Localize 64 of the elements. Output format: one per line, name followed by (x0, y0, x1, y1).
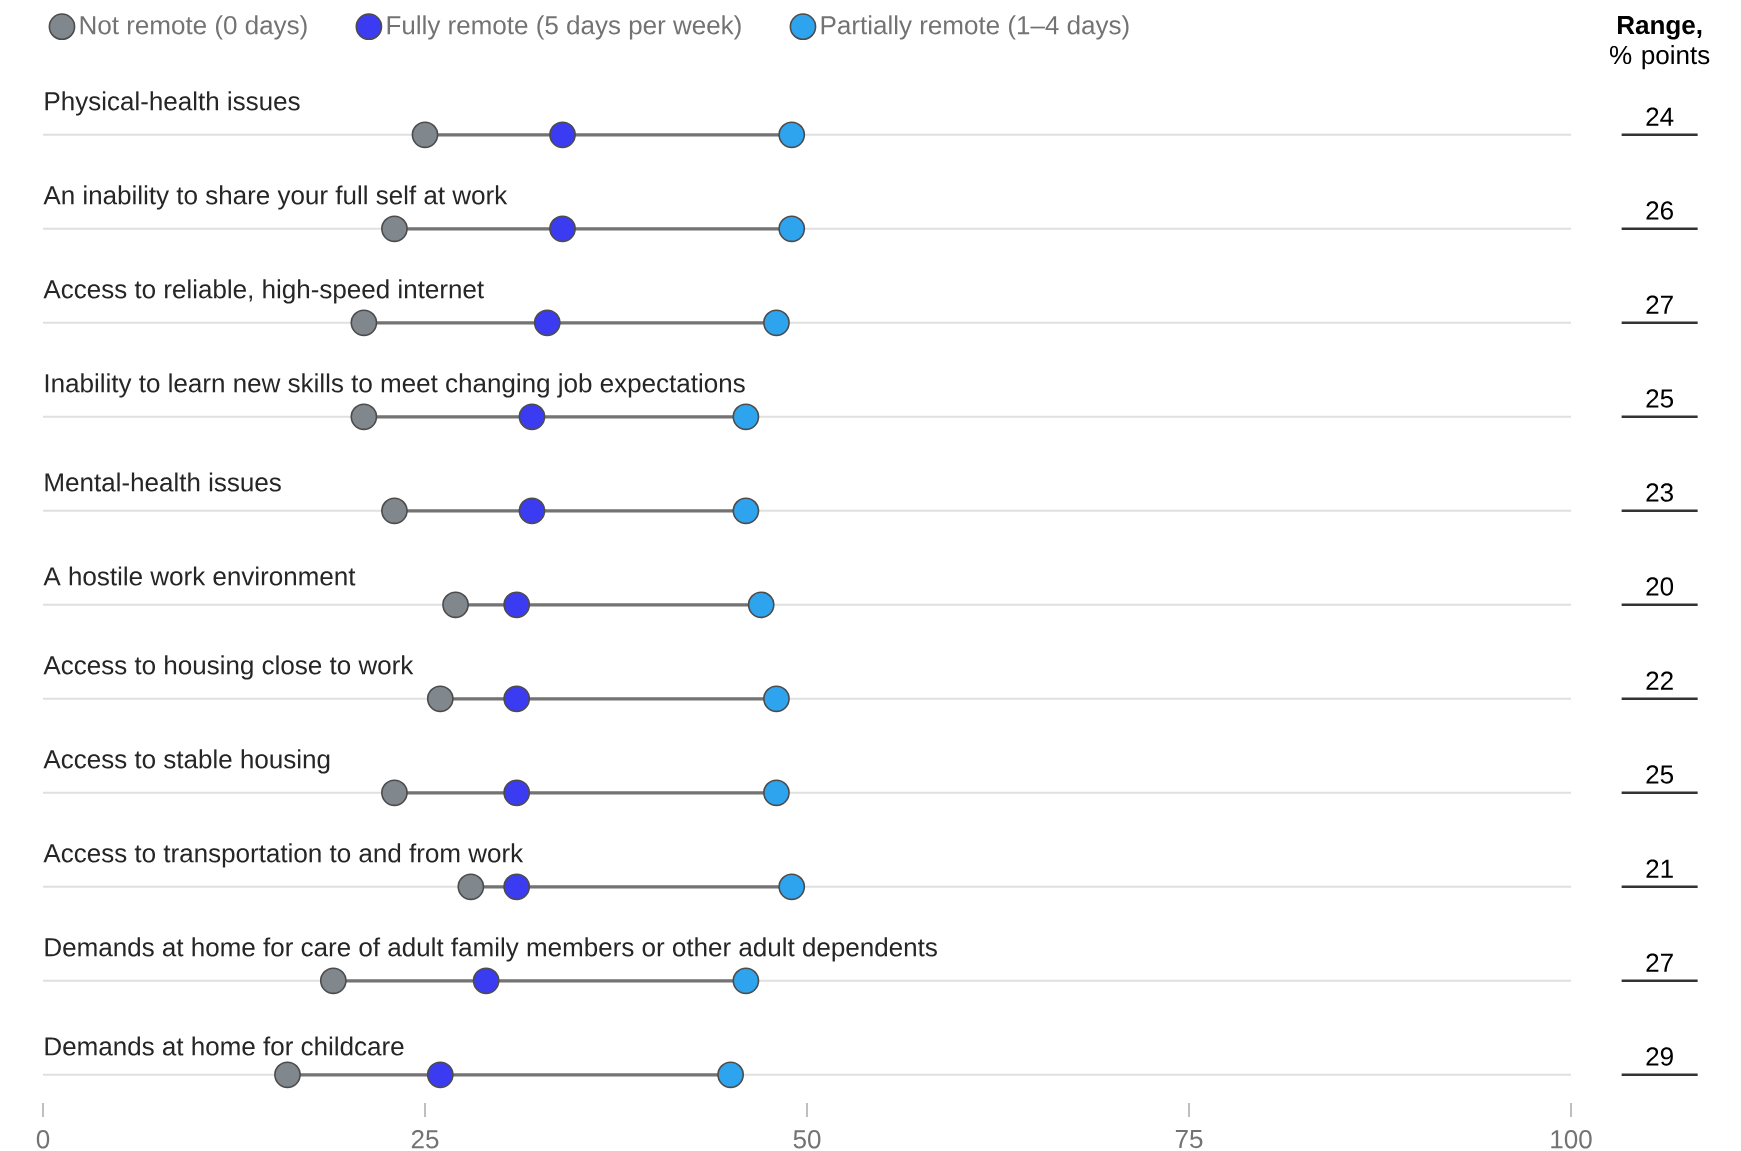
text: 27 (1646, 953, 1673, 972)
text: 22 (1646, 671, 1673, 690)
point (274, 1061, 301, 1089)
point (763, 309, 790, 337)
point (381, 497, 408, 525)
point (778, 215, 806, 243)
point (763, 685, 790, 713)
point (426, 1061, 454, 1089)
point (411, 121, 439, 149)
legend-label: Not remote (0 days) (80, 15, 307, 40)
point (778, 121, 806, 149)
text: 27 (1646, 295, 1673, 314)
point (518, 403, 546, 431)
text: Range, % points (1610, 16, 1710, 70)
y-tick-label: A hostile work environment (43, 566, 356, 586)
text: 26 (1646, 201, 1673, 220)
point (381, 215, 408, 243)
point (533, 309, 561, 337)
point (549, 215, 576, 243)
point (518, 497, 546, 525)
x-tick-label: 50 (793, 1130, 821, 1149)
text: 25 (1646, 765, 1674, 784)
y-tick-label: Demands at home for childcare (45, 1036, 404, 1056)
point (549, 121, 576, 149)
point (732, 497, 760, 525)
y-tick-label: An inability to share your full self at work (43, 185, 508, 210)
point (747, 591, 775, 619)
point (503, 779, 531, 807)
x-tick-label: 0 (36, 1130, 50, 1149)
text: 24 (1646, 107, 1674, 126)
text: 20 (1646, 577, 1674, 596)
point (732, 403, 760, 431)
point (503, 873, 531, 901)
y-tick-label: Physical-health issues (45, 91, 300, 116)
legend-label: Fully remote (5 days per week) (387, 15, 741, 40)
text: 23 (1646, 483, 1673, 502)
y-tick-label: Access to reliable, high-speed internet (43, 279, 484, 304)
y-tick-label: Mental-health issues (45, 472, 281, 492)
point (717, 1061, 745, 1089)
y-tick-label: Access to housing close to work (43, 655, 414, 680)
point (442, 591, 469, 619)
point (763, 779, 790, 807)
point (778, 873, 806, 901)
text: 25 (1646, 389, 1674, 408)
y-tick-label: Inability to learn new skills to meet changing job expectations (45, 373, 745, 398)
x-tick-label: 100 (1551, 1130, 1592, 1149)
text: 29 (1646, 1047, 1673, 1066)
x-tick-label: 75 (1175, 1130, 1203, 1149)
y-tick-label: Demands at home for care of adult family members or other adult dependents (45, 937, 937, 962)
point (381, 779, 408, 807)
point (457, 873, 485, 901)
point (350, 309, 378, 337)
text: 21 (1646, 859, 1673, 878)
point (350, 403, 378, 431)
point (732, 967, 760, 995)
legend-label: Partially remote (1–4 days) (821, 15, 1129, 40)
point (503, 591, 531, 619)
x-tick-label: 25 (411, 1130, 439, 1149)
y-tick-label: Access to stable housing (43, 749, 330, 774)
point (426, 685, 454, 713)
point (472, 967, 500, 995)
point (503, 685, 531, 713)
point (319, 967, 347, 995)
y-tick-label: Access to transportation to and from work (43, 843, 524, 868)
